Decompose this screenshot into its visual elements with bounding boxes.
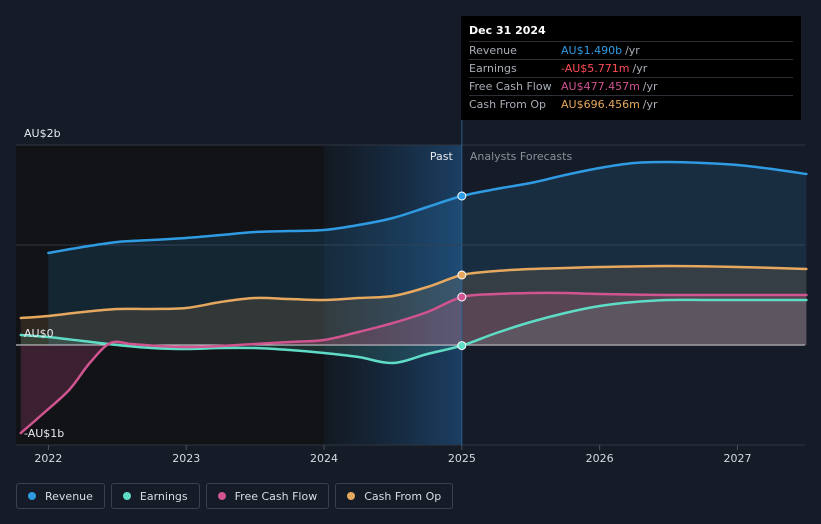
tooltip-value: AU$696.456m (561, 98, 640, 111)
free-cash-flow-marker (457, 292, 467, 302)
cash-from-op-dot-icon (347, 492, 356, 500)
legend-item-revenue[interactable]: Revenue (16, 483, 105, 509)
revenue-line (47, 160, 808, 255)
legend-item-cash-from-op[interactable]: Cash From Op (335, 483, 454, 509)
tooltip: Dec 31 2024 Revenue AU$1.490b /yr Earnin… (461, 16, 801, 120)
forecast-label: Analysts Forecasts (470, 150, 573, 163)
tooltip-label: Earnings (469, 62, 517, 75)
y-tick-label: AU$0 (24, 327, 54, 340)
free-cash-flow-area (20, 292, 807, 433)
tooltip-unit: /yr (642, 80, 658, 93)
x-tick-label: 2027 (723, 452, 751, 465)
tooltip-row-cash-from-op: Cash From Op AU$696.456m /yr (469, 96, 793, 113)
cash-from-op-marker (457, 270, 467, 280)
revenue-dot-icon (28, 492, 36, 500)
x-axis-labels: 2022 2023 2024 2025 2026 2027 (34, 445, 751, 465)
tooltip-label: Revenue (469, 44, 517, 57)
legend-item-earnings[interactable]: Earnings (110, 483, 200, 509)
series-lines (19, 160, 808, 435)
legend-label: Cash From Op (364, 489, 442, 503)
tooltip-value: AU$1.490b (561, 44, 623, 57)
x-tick-label: 2026 (586, 452, 614, 465)
past-label: Past (430, 150, 454, 163)
earnings-marker (457, 341, 467, 351)
x-tick-label: 2024 (310, 452, 338, 465)
legend-label: Revenue (45, 489, 93, 503)
earnings-line (19, 298, 808, 365)
tooltip-label: Cash From Op (469, 98, 547, 111)
legend-label: Earnings (139, 489, 188, 503)
cash-from-op-line (19, 264, 808, 320)
tooltip-row-earnings: Earnings -AU$5.771m /yr (469, 60, 793, 78)
y-tick-label: AU$2b (24, 127, 61, 140)
earnings-dot-icon (122, 492, 131, 500)
tooltip-unit: /yr (642, 98, 658, 111)
tooltip-row-free-cash-flow: Free Cash Flow AU$477.457m /yr (469, 78, 793, 96)
y-tick-label: -AU$1b (24, 427, 64, 440)
tooltip-unit: /yr (632, 62, 648, 75)
free-cash-flow-line (19, 291, 808, 435)
tooltip-row-revenue: Revenue AU$1.490b /yr (469, 42, 793, 60)
tooltip-label: Free Cash Flow (469, 80, 552, 93)
x-tick-label: 2022 (34, 452, 62, 465)
x-tick-label: 2023 (172, 452, 200, 465)
cash-from-op-area (20, 266, 807, 345)
x-tick-label: 2025 (448, 452, 476, 465)
legend: Revenue Earnings Free Cash Flow Cash Fro… (16, 483, 454, 509)
revenue-marker (457, 191, 467, 201)
tooltip-value: AU$477.457m (561, 80, 640, 93)
free-cash-flow-dot-icon (217, 492, 226, 500)
tooltip-unit: /yr (625, 44, 640, 57)
tooltip-date: Dec 31 2024 (469, 24, 793, 42)
y-axis-labels: AU$2b AU$0 -AU$1b (24, 127, 64, 440)
gridlines (16, 144, 805, 446)
legend-label: Free Cash Flow (234, 489, 318, 503)
tooltip-value: -AU$5.771m (561, 62, 630, 75)
legend-item-free-cash-flow[interactable]: Free Cash Flow (205, 483, 330, 509)
highlight-markers (457, 191, 467, 351)
